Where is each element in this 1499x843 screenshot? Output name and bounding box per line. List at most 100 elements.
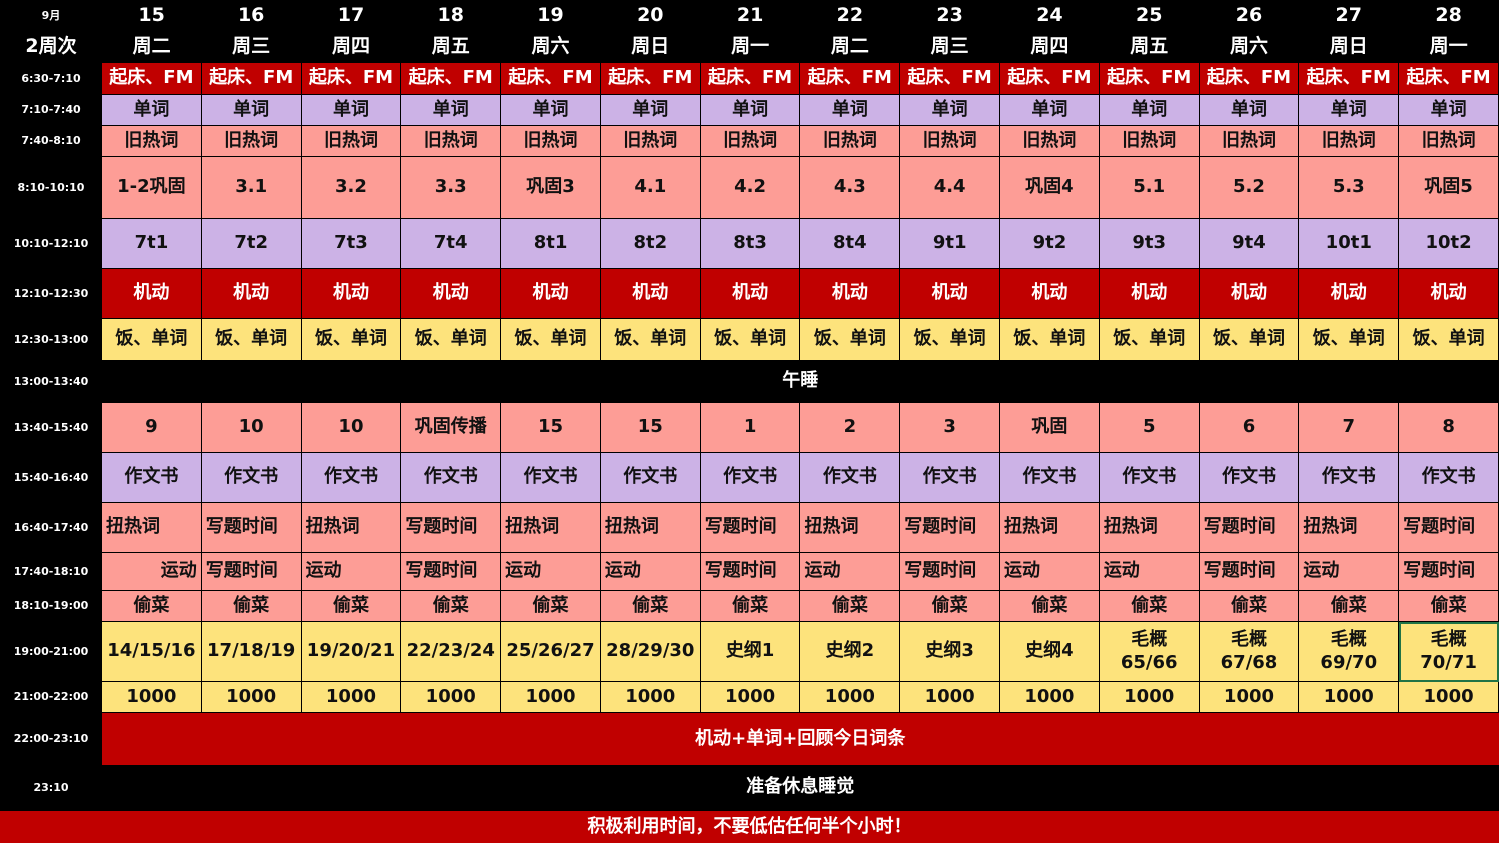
weekday-header[interactable]: 周二 bbox=[799, 31, 900, 63]
activity-cell[interactable]: 运动 bbox=[999, 552, 1100, 591]
time-slot-label[interactable]: 22:00-23:10 bbox=[0, 712, 102, 765]
activity-cell[interactable]: 9t4 bbox=[1198, 218, 1300, 269]
activity-cell[interactable]: 运动 bbox=[1098, 552, 1200, 591]
activity-cell[interactable]: 史纲2 bbox=[799, 621, 901, 682]
weekday-header[interactable]: 周三 bbox=[899, 31, 1000, 63]
footer-motto[interactable]: 积极利用时间，不要低估任何半个小时！ bbox=[0, 811, 1499, 843]
activity-cell[interactable]: 毛概 65/66 bbox=[1098, 621, 1200, 682]
date-header[interactable]: 22 bbox=[799, 0, 900, 32]
activity-cell[interactable]: 旧热词 bbox=[200, 125, 302, 157]
time-slot-label[interactable]: 13:40-15:40 bbox=[0, 402, 102, 453]
activity-cell[interactable]: 起床、FM bbox=[400, 62, 502, 95]
activity-cell[interactable]: 偷菜 bbox=[200, 590, 302, 622]
activity-cell[interactable]: 写题时间 bbox=[1198, 502, 1300, 553]
date-header[interactable]: 27 bbox=[1298, 0, 1399, 32]
activity-cell[interactable]: 3.2 bbox=[300, 156, 402, 219]
weekday-header[interactable]: 周五 bbox=[1099, 31, 1200, 63]
activity-cell[interactable]: 单词 bbox=[999, 94, 1100, 126]
activity-cell[interactable]: 起床、FM bbox=[1298, 62, 1400, 95]
activity-cell[interactable]: 10t1 bbox=[1298, 218, 1400, 269]
activity-cell[interactable]: 起床、FM bbox=[599, 62, 701, 95]
date-header[interactable]: 26 bbox=[1199, 0, 1299, 32]
time-slot-label[interactable]: 18:10-19:00 bbox=[0, 590, 102, 622]
activity-cell[interactable]: 单词 bbox=[599, 94, 701, 126]
activity-cell[interactable]: 写题时间 bbox=[200, 502, 302, 553]
activity-cell[interactable]: 4.2 bbox=[699, 156, 801, 219]
activity-cell[interactable]: 1000 bbox=[101, 681, 202, 713]
activity-cell[interactable]: 机动 bbox=[200, 268, 302, 319]
activity-cell[interactable]: 旧热词 bbox=[1098, 125, 1200, 157]
activity-cell[interactable]: 3.1 bbox=[200, 156, 302, 219]
activity-cell[interactable]: 4.4 bbox=[899, 156, 1001, 219]
activity-cell[interactable]: 旧热词 bbox=[500, 125, 601, 157]
time-slot-label[interactable]: 12:30-13:00 bbox=[0, 318, 102, 361]
activity-cell[interactable]: 1 bbox=[699, 402, 801, 453]
activity-cell[interactable]: 8t2 bbox=[599, 218, 701, 269]
time-slot-label[interactable]: 7:10-7:40 bbox=[0, 94, 102, 126]
activity-cell[interactable]: 饭、单词 bbox=[1098, 318, 1200, 361]
weekday-header[interactable]: 周五 bbox=[400, 31, 501, 63]
activity-cell[interactable]: 起床、FM bbox=[300, 62, 402, 95]
activity-cell[interactable]: 机动 bbox=[1098, 268, 1200, 319]
activity-cell[interactable]: 扭热词 bbox=[599, 502, 701, 553]
date-header[interactable]: 23 bbox=[899, 0, 1000, 32]
activity-cell[interactable]: 巩固4 bbox=[999, 156, 1100, 219]
weekday-header[interactable]: 周一 bbox=[700, 31, 800, 63]
activity-cell[interactable]: 起床、FM bbox=[101, 62, 202, 95]
activity-cell[interactable]: 作文书 bbox=[500, 452, 601, 503]
activity-cell[interactable]: 1000 bbox=[400, 681, 502, 713]
activity-cell[interactable]: 1000 bbox=[1198, 681, 1300, 713]
activity-cell[interactable]: 1000 bbox=[599, 681, 701, 713]
activity-cell[interactable]: 偷菜 bbox=[1198, 590, 1300, 622]
activity-cell[interactable]: 10 bbox=[300, 402, 402, 453]
date-header[interactable]: 25 bbox=[1099, 0, 1200, 32]
activity-cell[interactable]: 单词 bbox=[400, 94, 502, 126]
activity-cell[interactable]: 偷菜 bbox=[300, 590, 402, 622]
activity-cell[interactable]: 1-2巩固 bbox=[101, 156, 202, 219]
weekday-header[interactable]: 周六 bbox=[1199, 31, 1299, 63]
activity-cell[interactable]: 14/15/16 bbox=[101, 621, 202, 682]
activity-cell[interactable]: 7t1 bbox=[101, 218, 202, 269]
time-slot-label[interactable]: 7:40-8:10 bbox=[0, 125, 102, 157]
activity-cell[interactable]: 单词 bbox=[200, 94, 302, 126]
activity-cell[interactable]: 偷菜 bbox=[101, 590, 202, 622]
activity-cell[interactable]: 28/29/30 bbox=[599, 621, 701, 682]
activity-cell[interactable]: 单词 bbox=[699, 94, 801, 126]
activity-cell[interactable]: 史纲3 bbox=[899, 621, 1001, 682]
activity-cell[interactable]: 写题时间 bbox=[1198, 552, 1300, 591]
activity-cell[interactable]: 机动 bbox=[400, 268, 502, 319]
activity-cell[interactable]: 10 bbox=[200, 402, 302, 453]
activity-cell[interactable]: 写题时间 bbox=[899, 502, 1001, 553]
activity-cell[interactable]: 巩固3 bbox=[500, 156, 601, 219]
weekday-header[interactable]: 周四 bbox=[999, 31, 1100, 63]
time-slot-label[interactable]: 21:00-22:00 bbox=[0, 681, 102, 713]
date-header[interactable]: 21 bbox=[700, 0, 800, 32]
activity-cell[interactable]: 巩固传播 bbox=[400, 402, 502, 453]
activity-cell[interactable]: 3.3 bbox=[400, 156, 502, 219]
activity-cell[interactable]: 1000 bbox=[1398, 681, 1499, 713]
activity-cell[interactable]: 饭、单词 bbox=[400, 318, 502, 361]
activity-cell[interactable]: 写题时间 bbox=[899, 552, 1001, 591]
time-slot-label[interactable]: 6:30-7:10 bbox=[0, 62, 102, 95]
activity-cell[interactable]: 8t3 bbox=[699, 218, 801, 269]
activity-cell[interactable]: 饭、单词 bbox=[1298, 318, 1400, 361]
activity-cell[interactable]: 写题时间 bbox=[400, 552, 502, 591]
weekday-header[interactable]: 周三 bbox=[201, 31, 302, 63]
time-slot-label[interactable]: 10:10-12:10 bbox=[0, 218, 102, 269]
activity-cell[interactable]: 巩固 bbox=[999, 402, 1100, 453]
activity-cell[interactable]: 写题时间 bbox=[699, 502, 801, 553]
time-slot-label[interactable]: 8:10-10:10 bbox=[0, 156, 102, 219]
activity-cell[interactable]: 单词 bbox=[101, 94, 202, 126]
date-header[interactable]: 20 bbox=[600, 0, 701, 32]
activity-cell[interactable]: 作文书 bbox=[899, 452, 1001, 503]
activity-cell[interactable]: 单词 bbox=[799, 94, 901, 126]
activity-cell[interactable]: 22/23/24 bbox=[400, 621, 502, 682]
activity-cell[interactable]: 机动 bbox=[799, 268, 901, 319]
activity-cell[interactable]: 单词 bbox=[300, 94, 402, 126]
activity-cell[interactable]: 运动 bbox=[500, 552, 601, 591]
activity-cell[interactable]: 9t2 bbox=[999, 218, 1100, 269]
activity-cell[interactable]: 偷菜 bbox=[1298, 590, 1400, 622]
activity-cell[interactable]: 写题时间 bbox=[1398, 552, 1499, 591]
activity-cell[interactable]: 起床、FM bbox=[1098, 62, 1200, 95]
activity-cell[interactable]: 机动 bbox=[1298, 268, 1400, 319]
